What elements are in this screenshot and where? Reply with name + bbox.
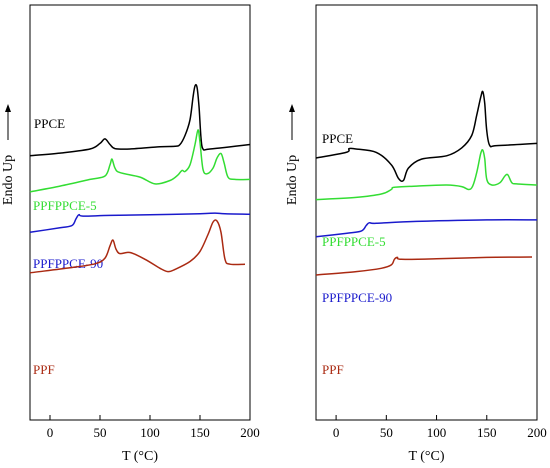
x-tick-label: 200 <box>527 425 547 440</box>
x-tick-label: 100 <box>140 425 160 440</box>
series-label-ppfppce-90: PPFPPCE-90 <box>33 256 103 271</box>
series-line-ppf <box>29 219 246 274</box>
series-line-ppce <box>29 83 251 157</box>
x-axis-label: T (°C) <box>122 449 158 464</box>
x-tick-label: 100 <box>427 425 447 440</box>
right-panel: 0 50 100 150 200 T (°C) Endo Up PPCE PPFPPCE-5 PP… <box>285 4 547 464</box>
series-label-ppfppce-5: PPFPPCE-5 <box>33 198 97 213</box>
series-line-ppfppce-90 <box>29 212 251 234</box>
left-panel: 0 50 100 150 200 T (°C) Endo Up PPCE PPFPPCE-5 PP… <box>1 4 260 464</box>
series-line-ppfppce-90 <box>315 219 538 238</box>
x-axis-label: T (°C) <box>408 449 444 464</box>
series-label-ppce: PPCE <box>322 131 353 146</box>
x-tick-label: 0 <box>47 425 54 440</box>
x-tick-label: 0 <box>333 425 340 440</box>
x-tick-label: 50 <box>94 425 107 440</box>
x-tick-label: 150 <box>477 425 497 440</box>
series-label-ppfppce-90: PPFPPCE-90 <box>322 290 392 305</box>
x-tick-label: 200 <box>240 425 260 440</box>
plot-frame <box>29 4 251 421</box>
y-axis-label: Endo Up <box>1 155 16 205</box>
plot-frame <box>315 4 538 421</box>
y-axis-arrow-head <box>5 104 11 112</box>
series-line-ppfppce-5 <box>29 129 251 193</box>
series-line-ppf <box>315 256 533 276</box>
series-label-ppf: PPF <box>33 362 55 377</box>
y-axis-arrow-head <box>289 104 295 112</box>
series-line-ppce <box>315 90 538 182</box>
series-label-ppf: PPF <box>322 362 344 377</box>
series-label-ppce: PPCE <box>34 116 65 131</box>
series-line-ppfppce-5 <box>315 148 538 201</box>
series-label-ppfppce-5: PPFPPCE-5 <box>322 234 386 249</box>
x-tick-label: 150 <box>190 425 210 440</box>
y-axis-label: Endo Up <box>285 155 300 205</box>
x-tick-label: 50 <box>380 425 393 440</box>
